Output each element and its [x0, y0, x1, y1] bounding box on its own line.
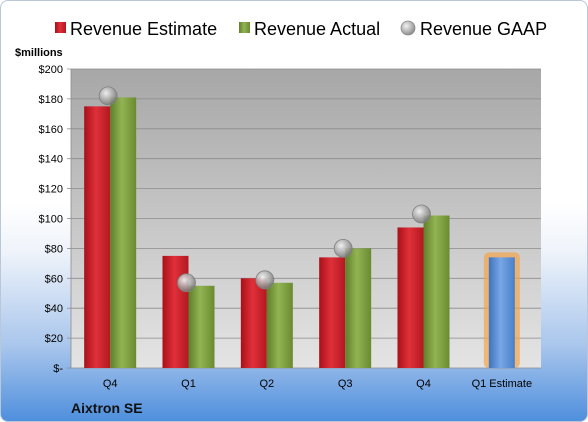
x-tick-label: Q1	[181, 378, 196, 390]
y-tick-label: $40	[45, 303, 63, 315]
y-axis-tick-labels: $- $20 $40 $60 $80 $100 $120 $140 $160 $180 $200	[39, 64, 64, 375]
legend-swatch-gaap	[400, 20, 416, 36]
y-tick-label: $200	[39, 64, 63, 76]
marker-revenue-gaap	[177, 273, 196, 293]
y-tick-label: $140	[39, 154, 63, 166]
x-tick-label: Q4	[416, 378, 431, 390]
x-tick-label: Q4	[103, 378, 118, 390]
legend-swatch-actual	[239, 22, 250, 33]
legend-swatch-estimate	[55, 22, 66, 33]
legend-label-gaap: Revenue GAAP	[420, 19, 547, 39]
legend-label-actual: Revenue Actual	[254, 19, 380, 39]
bars	[84, 97, 520, 368]
x-tick-label: Q3	[338, 378, 353, 390]
marker-revenue-gaap	[98, 86, 118, 106]
y-tick-label: $-	[53, 363, 63, 375]
marker-revenue-gaap	[333, 238, 353, 258]
bar-revenue-estimate	[162, 255, 189, 368]
bar-q1-estimate	[488, 257, 515, 368]
company-name: Aixtron SE	[71, 400, 143, 416]
y-tick-label: $60	[45, 273, 63, 285]
y-axis-unit-label: $millions	[15, 47, 63, 59]
legend: Revenue Estimate Revenue Actual Revenue …	[55, 19, 547, 39]
x-tick-label: Q1 Estimate	[472, 378, 533, 390]
y-tick-label: $20	[45, 333, 63, 345]
marker-revenue-gaap	[412, 204, 431, 224]
marker-revenue-gaap	[255, 270, 275, 290]
bar-revenue-estimate	[240, 278, 267, 368]
legend-label-estimate: Revenue Estimate	[70, 19, 217, 39]
y-tick-label: $180	[39, 94, 63, 106]
bar-revenue-actual	[110, 97, 137, 368]
bar-revenue-actual	[266, 282, 293, 368]
x-tick-label: Q2	[259, 378, 274, 390]
y-tick-label: $160	[39, 124, 63, 136]
bar-revenue-actual	[345, 248, 372, 368]
y-tick-label: $80	[45, 243, 63, 255]
bar-revenue-estimate	[319, 257, 346, 368]
gaap-markers	[98, 86, 431, 293]
bar-revenue-actual	[423, 215, 450, 368]
bar-revenue-actual	[188, 285, 215, 368]
x-axis-tick-labels: Q4 Q1 Q2 Q3 Q4 Q1 Estimate	[103, 378, 532, 390]
gridlines	[67, 68, 541, 369]
bar-revenue-estimate	[84, 106, 111, 368]
y-tick-label: $100	[39, 214, 63, 226]
y-tick-label: $120	[39, 184, 63, 196]
bar-revenue-estimate	[397, 227, 424, 368]
